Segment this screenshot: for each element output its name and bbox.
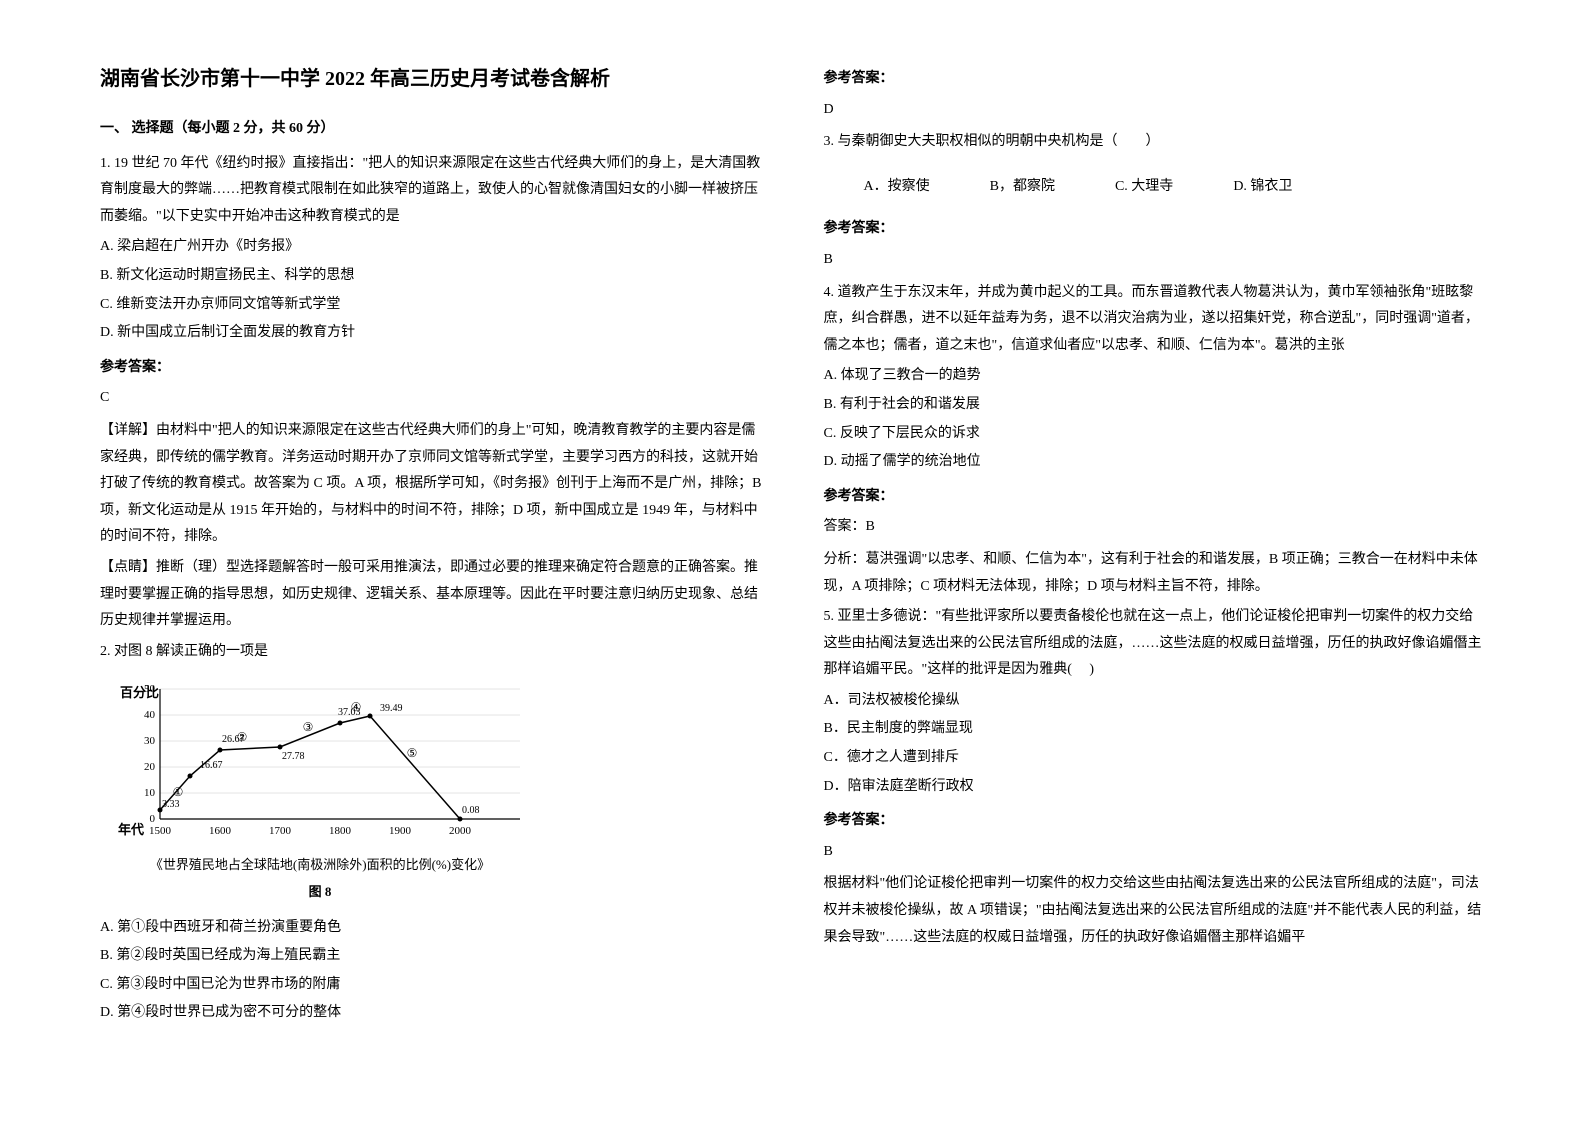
q2-option-a: A. 第①段中西班牙和荷兰扮演重要角色	[100, 915, 764, 942]
svg-text:年代: 年代	[118, 822, 144, 837]
svg-text:0.08: 0.08	[462, 805, 480, 816]
svg-text:⑤: ⑤	[407, 746, 418, 760]
q1-option-b: B. 新文化运动时期宣扬民主、科学的思想	[100, 263, 764, 290]
q2-answer: D	[824, 97, 1488, 124]
svg-text:④: ④	[351, 700, 362, 714]
q4-answer: 答案：B	[824, 514, 1488, 541]
q5-prompt: 5. 亚里士多德说："有些批评家所以要责备梭伦也就在这一点上，他们论证梭伦把审判…	[824, 604, 1488, 684]
q3-answer-label: 参考答案：	[824, 216, 1488, 243]
q3-option-a: A．按察使	[864, 174, 930, 201]
q3-options-row: A．按察使 B，都察院 C. 大理寺 D. 锦衣卫	[864, 174, 1488, 201]
q1-option-a: A. 梁启超在广州开办《时务报》	[100, 234, 764, 261]
svg-text:16.67: 16.67	[200, 760, 223, 771]
q5-answer-label: 参考答案：	[824, 808, 1488, 835]
q1-option-d: D. 新中国成立后制订全面发展的教育方针	[100, 320, 764, 347]
q2-answer-label: 参考答案：	[824, 66, 1488, 93]
q4-option-b: B. 有利于社会的和谐发展	[824, 392, 1488, 419]
svg-text:②: ②	[237, 730, 248, 744]
q2-chart: 0 10 20 30 40 50 百分比 1500 1600 1700 1800…	[100, 679, 540, 904]
svg-text:1500: 1500	[149, 825, 172, 837]
svg-text:30: 30	[144, 735, 156, 747]
svg-text:①: ①	[173, 785, 184, 799]
svg-text:③: ③	[303, 720, 314, 734]
q3-option-b: B，都察院	[990, 174, 1055, 201]
q5-option-d: D．陪审法庭垄断行政权	[824, 774, 1488, 801]
q2-prompt: 2. 对图 8 解读正确的一项是	[100, 639, 764, 666]
svg-text:40: 40	[144, 709, 156, 721]
q3-answer: B	[824, 247, 1488, 274]
q5-option-c: C．德才之人遭到排斥	[824, 745, 1488, 772]
q1-explain2: 【点睛】推断（理）型选择题解答时一般可采用推演法，即通过必要的推理来确定符合题意…	[100, 555, 764, 635]
exam-title: 湖南省长沙市第十一中学 2022 年高三历史月考试卷含解析	[100, 60, 764, 98]
svg-text:20: 20	[144, 761, 156, 773]
q3-prompt: 3. 与秦朝御史大夫职权相似的明朝中央机构是（ ）	[824, 129, 1488, 156]
q5-explain: 根据材料"他们论证梭伦把审判一切案件的权力交给这些由拈阄法复选出来的公民法官所组…	[824, 871, 1488, 951]
q3-option-c: C. 大理寺	[1115, 174, 1173, 201]
q4-option-d: D. 动摇了儒学的统治地位	[824, 449, 1488, 476]
right-column: 参考答案： D 3. 与秦朝御史大夫职权相似的明朝中央机构是（ ） A．按察使 …	[824, 60, 1488, 1062]
q4-option-a: A. 体现了三教合一的趋势	[824, 363, 1488, 390]
svg-text:10: 10	[144, 787, 156, 799]
svg-text:1800: 1800	[329, 825, 352, 837]
q4-explain: 分析：葛洪强调"以忠孝、和顺、仁信为本"，这有利于社会的和谐发展，B 项正确；三…	[824, 547, 1488, 600]
svg-text:2000: 2000	[449, 825, 472, 837]
svg-text:1900: 1900	[389, 825, 412, 837]
q2-option-d: D. 第④段时世界已成为密不可分的整体	[100, 1000, 764, 1027]
chart-svg: 0 10 20 30 40 50 百分比 1500 1600 1700 1800…	[100, 679, 540, 849]
q4-option-c: C. 反映了下层民众的诉求	[824, 421, 1488, 448]
svg-text:1600: 1600	[209, 825, 232, 837]
q1-option-c: C. 维新变法开办京师同文馆等新式学堂	[100, 292, 764, 319]
chart-fig-label: 图 8	[100, 880, 540, 905]
q2-option-b: B. 第②段时英国已经成为海上殖民霸主	[100, 943, 764, 970]
svg-text:1700: 1700	[269, 825, 292, 837]
left-column: 湖南省长沙市第十一中学 2022 年高三历史月考试卷含解析 一、 选择题（每小题…	[100, 60, 764, 1062]
svg-text:0: 0	[150, 813, 156, 825]
chart-caption: 《世界殖民地占全球陆地(南极洲除外)面积的比例(%)变化》	[100, 853, 540, 878]
svg-text:27.78: 27.78	[282, 751, 305, 762]
section-heading: 一、 选择题（每小题 2 分，共 60 分）	[100, 116, 764, 143]
svg-text:百分比: 百分比	[120, 685, 159, 700]
q1-explain1: 【详解】由材料中"把人的知识来源限定在这些古代经典大师们的身上"可知，晚清教育教…	[100, 418, 764, 551]
q4-prompt: 4. 道教产生于东汉末年，并成为黄巾起义的工具。而东晋道教代表人物葛洪认为，黄巾…	[824, 280, 1488, 360]
q5-answer: B	[824, 839, 1488, 866]
q5-option-a: A．司法权被梭伦操纵	[824, 688, 1488, 715]
q1-answer: C	[100, 385, 764, 412]
svg-text:39.49: 39.49	[380, 703, 403, 714]
q3-option-d: D. 锦衣卫	[1233, 174, 1292, 201]
svg-text:3.33: 3.33	[162, 799, 180, 810]
q1-prompt: 1. 19 世纪 70 年代《纽约时报》直接指出："把人的知识来源限定在这些古代…	[100, 151, 764, 231]
q2-option-c: C. 第③段时中国已沦为世界市场的附庸	[100, 972, 764, 999]
q5-option-b: B．民主制度的弊端显现	[824, 716, 1488, 743]
q4-answer-label: 参考答案：	[824, 484, 1488, 511]
q1-answer-label: 参考答案：	[100, 355, 764, 382]
